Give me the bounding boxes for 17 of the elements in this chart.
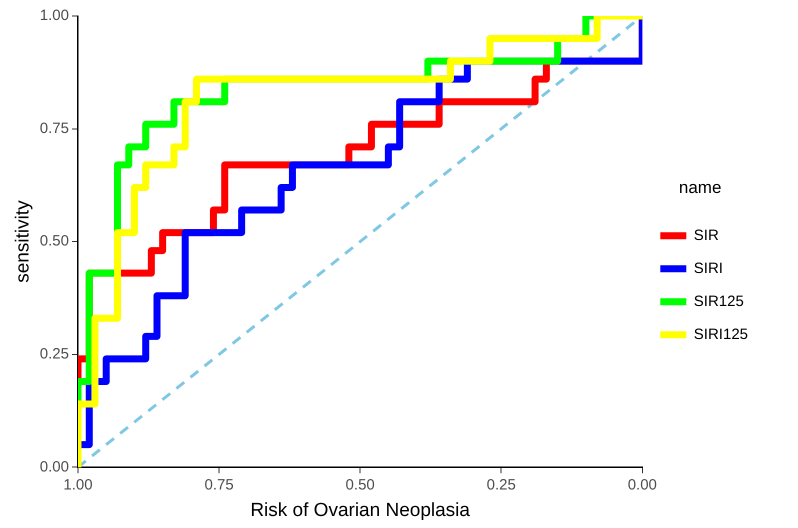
y-tick-label: 0.25 [40, 346, 69, 363]
y-tick-label: 0.00 [40, 458, 69, 476]
y-axis-title: sensitivity [12, 200, 34, 283]
y-tick-label: 0.75 [40, 120, 69, 137]
legend-label: SIR [694, 226, 719, 244]
legend-label: SIRI125 [694, 326, 748, 343]
y-tick-label: 0.50 [40, 232, 69, 250]
x-tick-label: 0.25 [486, 476, 516, 494]
legend-title: name [678, 178, 722, 197]
x-axis-title: Risk of Ovarian Neoplasia [250, 500, 470, 521]
legend-label: SIR125 [694, 292, 744, 310]
legend-label: SIRI [694, 260, 723, 277]
x-tick-label: 0.00 [628, 476, 657, 494]
x-tick-label: 1.00 [63, 476, 93, 494]
x-tick-label: 0.75 [204, 476, 234, 494]
y-tick-label: 1.00 [40, 7, 69, 24]
x-tick-label: 0.50 [346, 476, 375, 494]
